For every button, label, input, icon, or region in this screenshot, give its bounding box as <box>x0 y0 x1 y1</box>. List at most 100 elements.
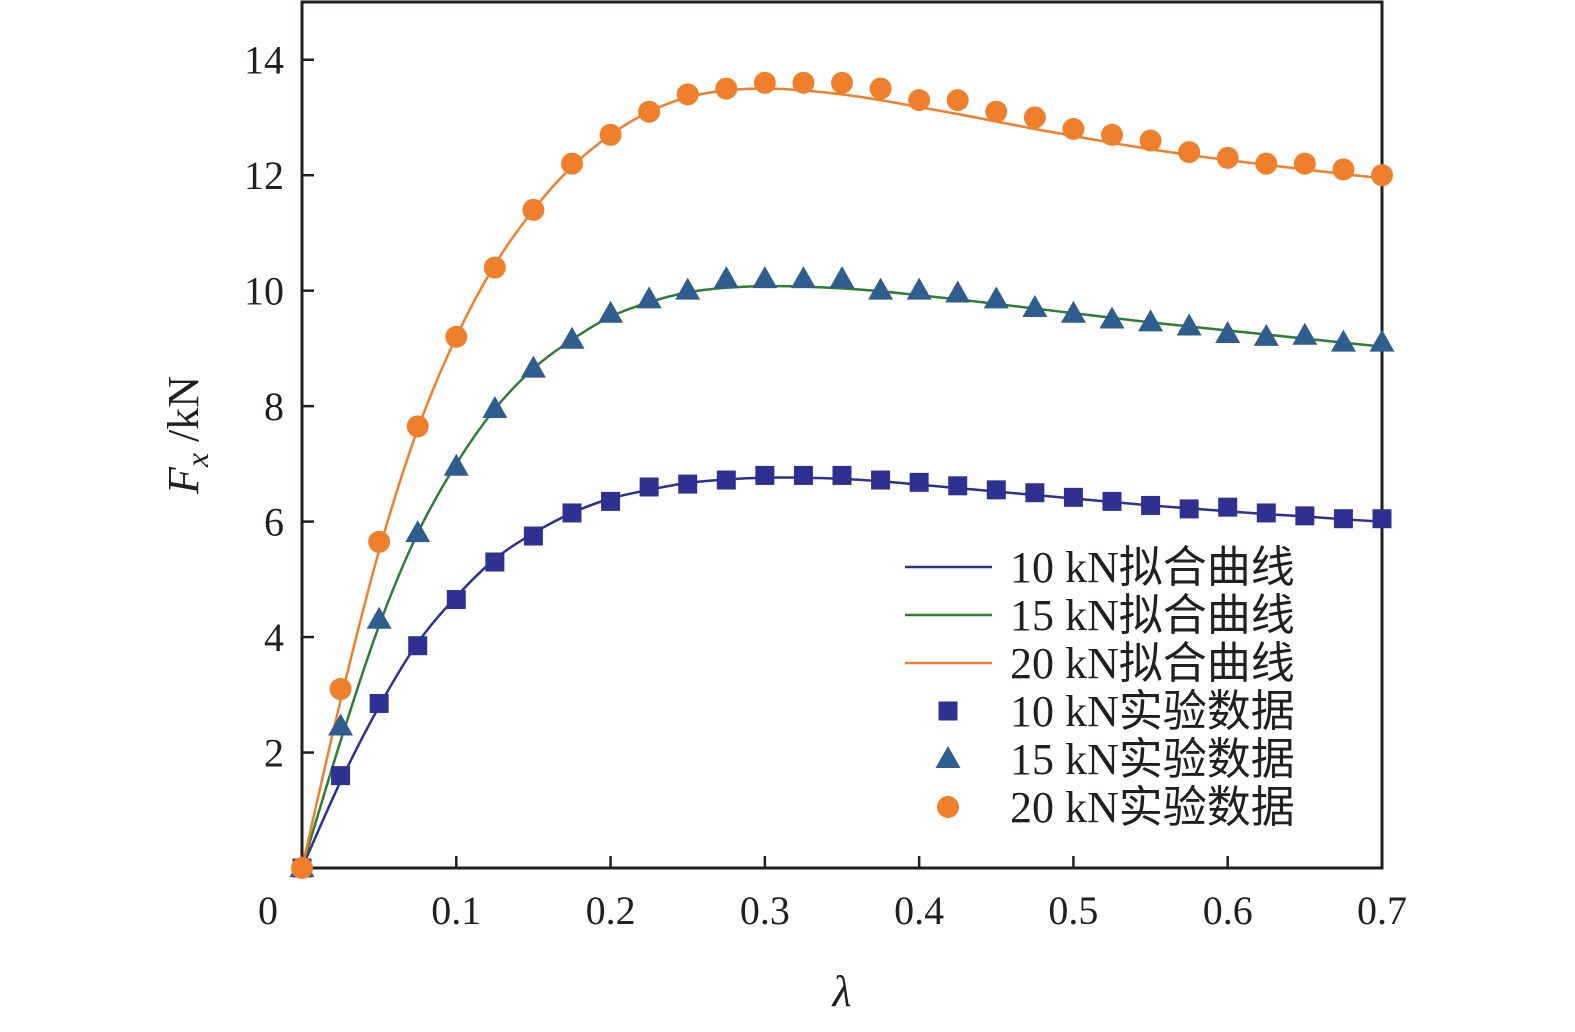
data-point-circle <box>792 71 815 94</box>
data-point-circle <box>1332 158 1355 181</box>
y-tick-label: 10 <box>244 269 284 314</box>
data-point-triangle <box>520 355 546 378</box>
data-point-triangle <box>1369 329 1395 352</box>
y-tick-label: 2 <box>264 731 284 776</box>
data-point-square <box>1333 509 1353 529</box>
data-point-triangle <box>1060 300 1086 323</box>
x-tick-label: 0.6 <box>1203 888 1253 933</box>
y-axis-title: Fx /kN <box>159 376 215 495</box>
x-tick-label: 0.4 <box>894 888 944 933</box>
data-point-circle <box>522 198 545 221</box>
legend-marker-swatch <box>937 796 959 818</box>
data-point-circle <box>1371 164 1393 187</box>
plot-frame <box>300 0 1384 870</box>
data-point-square <box>1295 506 1315 526</box>
data-point-square <box>1256 503 1276 523</box>
x-tick-label: 0.7 <box>1357 888 1407 933</box>
data-point-square <box>793 465 813 485</box>
data-point-triangle <box>945 280 971 303</box>
data-point-circle <box>638 100 661 123</box>
data-point-circle <box>946 89 969 112</box>
data-point-triangle <box>906 277 932 300</box>
data-point-square <box>909 472 929 492</box>
legend-marker-swatch <box>938 701 958 721</box>
data-point-triangle <box>405 520 431 543</box>
data-point-triangle <box>1022 294 1048 317</box>
data-point-triangle <box>636 286 662 309</box>
data-point-circle <box>1293 152 1316 175</box>
data-point-circle <box>1178 141 1201 164</box>
data-point-square <box>485 552 505 572</box>
data-point-square <box>331 766 351 786</box>
data-point-triangle <box>443 453 469 476</box>
data-point-triangle <box>482 396 508 419</box>
y-axis: 2 4 6 8 10 12 14 <box>244 38 314 776</box>
data-point-square <box>562 503 582 523</box>
data-point-circle <box>1216 146 1239 169</box>
legend-label: 10 kN实验数据 <box>1010 687 1295 736</box>
data-point-triangle <box>713 266 739 289</box>
x-tick-label: 0.5 <box>1048 888 1098 933</box>
legend-label: 20 kN实验数据 <box>1010 783 1295 832</box>
data-point-circle <box>869 77 892 100</box>
data-point-square <box>986 480 1006 500</box>
data-point-triangle <box>1099 306 1125 329</box>
data-point-triangle <box>675 277 701 300</box>
y-tick-label: 8 <box>264 384 284 429</box>
data-point-square <box>446 590 466 610</box>
data-point-square <box>755 465 775 485</box>
data-point-square <box>716 470 736 490</box>
data-point-circle <box>561 152 583 175</box>
legend-marker-swatch <box>935 746 961 768</box>
data-point-circle <box>1023 106 1046 129</box>
y-axis-title-subscript: x <box>179 453 215 468</box>
data-point-triangle <box>983 286 1009 309</box>
data-point-triangle <box>752 266 778 289</box>
data-point-triangle <box>1138 309 1164 332</box>
data-point-circle <box>676 83 699 106</box>
data-point-square <box>832 465 852 485</box>
data-point-circle <box>753 71 776 94</box>
data-point-circle <box>406 415 429 438</box>
data-point-circle <box>831 71 853 94</box>
y-tick-label: 12 <box>244 153 284 198</box>
data-point-square <box>523 526 543 546</box>
legend-label: 15 kN拟合曲线 <box>1010 591 1295 640</box>
data-point-triangle <box>790 266 816 289</box>
data-point-triangle <box>868 277 894 300</box>
data-point-triangle <box>829 266 855 289</box>
data-point-circle <box>1062 118 1085 141</box>
data-point-square <box>1141 495 1161 515</box>
x-tick-label: 0.3 <box>740 888 790 933</box>
y-tick-label: 14 <box>244 38 284 83</box>
data-point-circle <box>445 325 468 348</box>
data-point-triangle <box>1330 329 1356 352</box>
data-point-circle <box>368 530 391 553</box>
data-point-circle <box>291 857 313 879</box>
data-point-circle <box>483 256 506 279</box>
y-axis-title-unit: /kN <box>159 376 208 453</box>
data-point-circle <box>908 89 931 112</box>
data-point-square <box>601 491 621 511</box>
x-tick-label: 0.1 <box>431 888 481 933</box>
data-point-square <box>871 470 891 490</box>
data-markers <box>289 71 1395 879</box>
data-point-triangle <box>559 326 585 349</box>
data-point-square <box>1179 499 1199 519</box>
data-point-square <box>1063 487 1083 507</box>
data-point-circle <box>1255 152 1278 175</box>
data-point-circle <box>1139 129 1162 152</box>
data-point-triangle <box>1253 323 1279 346</box>
legend-label: 10 kN拟合曲线 <box>1010 543 1295 592</box>
legend-label: 15 kN实验数据 <box>1010 735 1295 784</box>
x-tick-label: 0.2 <box>586 888 636 933</box>
data-point-square <box>1025 483 1045 503</box>
data-point-triangle <box>1215 320 1241 343</box>
data-point-square <box>1218 497 1238 517</box>
legend-label: 20 kN拟合曲线 <box>1010 639 1295 688</box>
x-axis-title: λ <box>830 967 851 1016</box>
data-point-circle <box>985 100 1008 123</box>
data-point-triangle <box>366 606 392 629</box>
data-point-circle <box>329 678 352 701</box>
